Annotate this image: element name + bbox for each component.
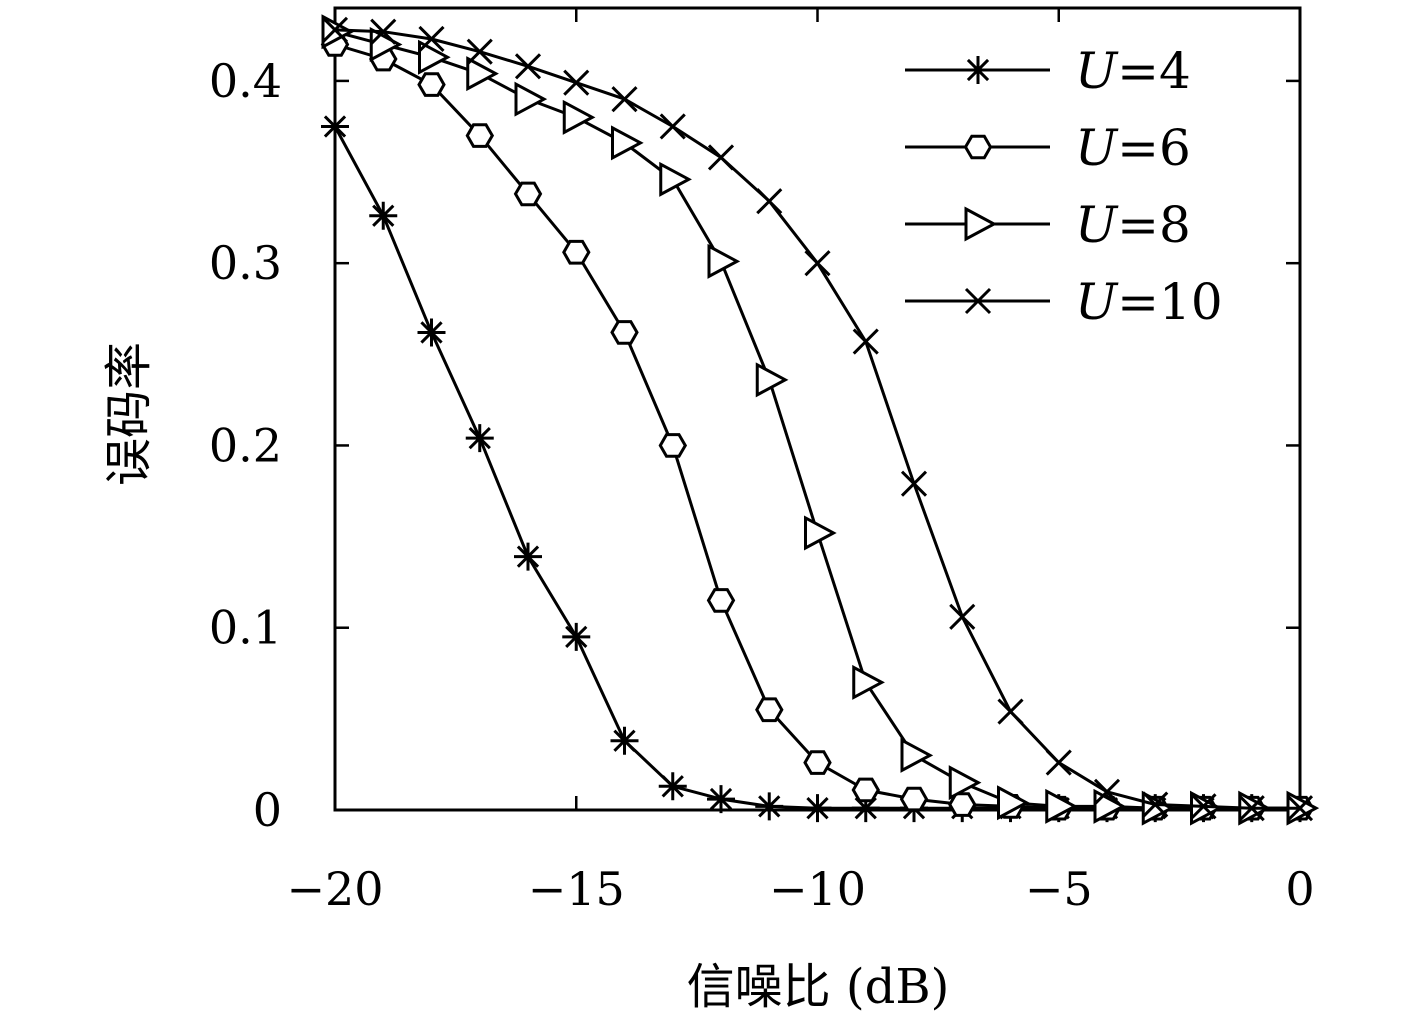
data-point (611, 125, 644, 161)
data-point (948, 765, 982, 801)
data-point (417, 72, 446, 97)
data-point (658, 772, 687, 801)
legend-label-value: =4 (1117, 42, 1191, 100)
data-point (900, 470, 928, 497)
data-point (418, 25, 445, 53)
data-point (949, 603, 976, 630)
data-point (659, 113, 686, 140)
x-tick-label: −15 (528, 862, 625, 916)
data-point (851, 794, 880, 823)
data-point (611, 86, 638, 113)
legend-label: U=4 (1075, 42, 1191, 100)
data-point (948, 792, 977, 817)
y-tick-label: 0.2 (209, 418, 282, 472)
data-point (707, 785, 735, 814)
data-point (562, 99, 596, 135)
x-tick-label: 0 (1285, 862, 1314, 916)
legend-label-value: =10 (1117, 273, 1223, 331)
data-point (755, 362, 789, 398)
legend-marker (964, 56, 992, 84)
legend-label: U=10 (1075, 273, 1223, 331)
data-point (756, 188, 783, 215)
legend-marker (963, 134, 993, 160)
legend-label-value: =8 (1117, 196, 1191, 254)
legend-marker (964, 287, 992, 315)
data-point (706, 588, 736, 613)
data-point (1045, 788, 1078, 824)
legend-item: U=10 (905, 273, 1223, 331)
data-point (562, 622, 591, 651)
data-point (514, 542, 542, 571)
data-point (755, 697, 784, 723)
data-point (465, 424, 494, 453)
data-point (562, 239, 591, 265)
data-point (465, 123, 495, 148)
legend-item: U=6 (905, 119, 1191, 177)
y-tick-label: 0 (253, 783, 282, 837)
data-point (1045, 749, 1072, 776)
legend-label-variable: U (1075, 273, 1119, 331)
y-tick-label: 0.1 (209, 601, 282, 655)
data-point (514, 81, 548, 117)
plot-axes: −20 −15 −10 −5 0 0 0.1 0.2 0.3 0.4 (209, 6, 1315, 916)
data-point (804, 515, 837, 551)
legend-label-value: =6 (1117, 119, 1191, 177)
data-point (563, 69, 590, 96)
data-point (466, 56, 499, 92)
data-point (658, 433, 688, 458)
data-point (418, 39, 451, 75)
data-point (513, 181, 543, 207)
y-tick-label: 0.3 (209, 236, 282, 290)
x-axis-label: 信噪比 (dB) (687, 959, 950, 1015)
data-point (804, 250, 831, 277)
data-point (1286, 795, 1314, 822)
x-tick-label: −20 (286, 862, 383, 916)
legend-label: U=6 (1075, 119, 1191, 177)
legend-item: U=4 (905, 42, 1191, 100)
data-point (707, 243, 741, 279)
data-point (707, 144, 735, 171)
data-point (851, 777, 881, 803)
data-point (514, 53, 542, 80)
data-point (803, 750, 832, 775)
data-point (1238, 795, 1265, 822)
data-point (997, 698, 1024, 725)
data-point (466, 38, 493, 65)
data-point (1142, 791, 1169, 818)
y-tick-label: 0.4 (209, 54, 282, 108)
data-point (321, 112, 349, 141)
x-tick-label: −10 (769, 862, 866, 916)
data-point (997, 785, 1030, 821)
x-tick-label: −5 (1025, 862, 1093, 916)
series-layer (320, 14, 1320, 826)
data-point (610, 320, 639, 345)
data-point (610, 726, 639, 755)
data-point (659, 161, 692, 197)
legend-item: U=8 (905, 196, 1191, 254)
y-axis-label: 误码率 (101, 342, 157, 486)
legend-label-variable: U (1075, 119, 1119, 177)
legend-label-variable: U (1075, 196, 1119, 254)
data-point (321, 16, 349, 43)
legend-label-variable: U (1075, 42, 1119, 100)
data-point (370, 18, 397, 45)
legend: U=4U=6U=8U=10 (905, 42, 1223, 331)
data-point (417, 318, 446, 347)
data-point (369, 201, 398, 230)
data-point (899, 786, 929, 812)
legend-marker (964, 206, 998, 242)
data-point (803, 794, 832, 823)
data-point (852, 664, 885, 700)
data-point (852, 328, 879, 355)
data-point (1190, 793, 1217, 820)
data-point (755, 792, 784, 821)
legend-label: U=8 (1075, 196, 1191, 254)
data-point (1093, 778, 1121, 805)
data-point (900, 737, 934, 773)
series-4 (321, 16, 1314, 822)
